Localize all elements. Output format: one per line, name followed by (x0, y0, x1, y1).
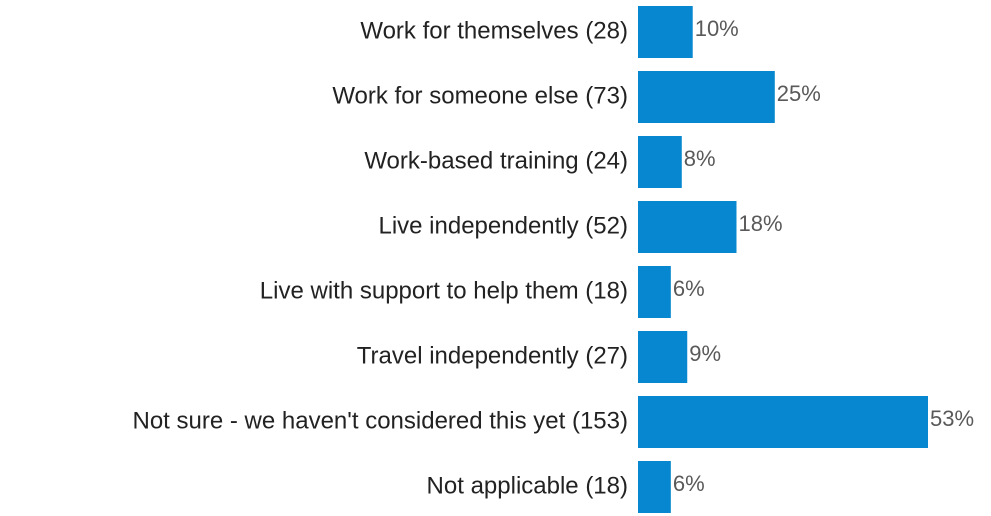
bar (638, 461, 671, 513)
bar (638, 396, 928, 448)
value-label: 25% (777, 81, 821, 106)
category-label: Not sure - we haven't considered this ye… (133, 407, 629, 434)
category-label: Not applicable (18) (427, 472, 628, 499)
bar (638, 331, 688, 383)
value-label: 10% (695, 16, 739, 41)
bar (638, 266, 671, 318)
value-label: 6% (673, 471, 705, 496)
value-label: 18% (738, 211, 782, 236)
category-label: Work-based training (24) (364, 147, 628, 174)
value-label: 53% (930, 406, 974, 431)
bar (638, 201, 737, 253)
bar (638, 6, 693, 58)
category-label: Work for themselves (28) (360, 17, 628, 44)
value-label: 9% (689, 341, 721, 366)
value-label: 6% (673, 276, 705, 301)
category-label: Work for someone else (73) (332, 82, 628, 109)
value-label: 8% (684, 146, 716, 171)
bar (638, 71, 775, 123)
category-label: Live independently (52) (378, 212, 628, 239)
category-label: Travel independently (27) (357, 342, 628, 369)
category-label: Live with support to help them (18) (260, 277, 628, 304)
bar (638, 136, 682, 188)
